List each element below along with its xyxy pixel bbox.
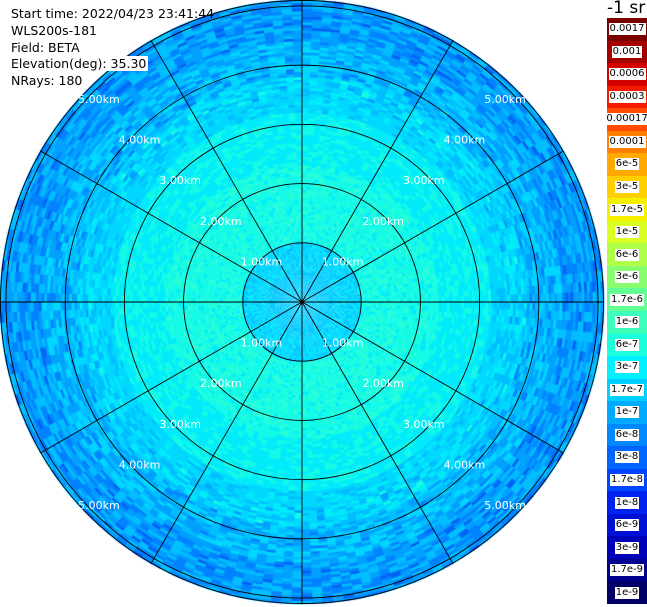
range-ring-label: 4.00km — [119, 458, 161, 471]
colorbar-step: 6e-6 — [607, 243, 647, 266]
range-ring-label: 3.00km — [159, 418, 201, 431]
range-ring-label: 3.00km — [403, 174, 445, 187]
colorbar-tick-label: 1e-6 — [614, 316, 640, 329]
colorbar-step: 1e-7 — [607, 401, 647, 424]
range-ring-label: 1.00km — [322, 337, 364, 350]
colorbar-tick-label: 0.001 — [611, 45, 643, 58]
colorbar-step: 0.00017 — [605, 108, 647, 131]
range-ring-label: 4.00km — [119, 134, 161, 147]
range-ring-label: 1.00km — [241, 255, 283, 268]
colorbar-step: 1.7e-7 — [607, 378, 647, 402]
colorbar-step: 6e-9 — [607, 513, 647, 537]
range-ring-label: 4.00km — [444, 134, 486, 147]
azimuth-spoke — [150, 301, 303, 564]
range-ring-label: 3.00km — [403, 418, 445, 431]
colorbar-tick-label: 3e-5 — [614, 181, 640, 194]
colorbar-step: 3e-8 — [607, 446, 647, 469]
start-time-text: Start time: 2022/04/23 23:41:44 — [11, 6, 215, 21]
instrument-text: WLS200s-181 — [11, 22, 97, 38]
range-ring-label: 1.00km — [241, 337, 283, 350]
colorbar-step: 6e-7 — [607, 333, 647, 357]
range-ring-overlay: 1.00km 1.00km 1.00km 1.00km 2.00km 2.00km 2.00… — [0, 0, 604, 604]
range-ring-label: 5.00km — [78, 499, 120, 512]
colorbar: 0.0017 0.001 0.0006 0.0003 0.00017 0.0001 6e-5… — [605, 18, 647, 604]
colorbar-tick-label: 1.7e-7 — [609, 383, 645, 396]
colorbar-tick-label: 0.0006 — [608, 68, 646, 81]
colorbar-tick-label: 1e-9 — [614, 586, 640, 599]
range-ring-label: 5.00km — [484, 499, 526, 512]
range-ring-label: 2.00km — [362, 377, 404, 390]
colorbar-step: 0.0017 — [607, 18, 647, 41]
colorbar-step: 3e-7 — [607, 356, 647, 379]
azimuth-spoke — [40, 301, 303, 454]
colorbar-tick-label: 6e-7 — [614, 338, 640, 351]
range-ring-label: 3.00km — [159, 174, 201, 187]
colorbar-step: 1e-8 — [607, 491, 647, 514]
colorbar-step: 1e-5 — [607, 220, 647, 244]
colorbar-tick-label: 6e-8 — [614, 428, 640, 441]
azimuth-spoke — [40, 150, 303, 303]
colorbar-step: 3e-9 — [607, 536, 647, 559]
azimuth-spoke — [301, 301, 564, 454]
range-ring-label: 2.00km — [200, 215, 242, 228]
range-ring-label: 2.00km — [362, 215, 404, 228]
range-ring-label: 4.00km — [444, 458, 486, 471]
scan-metadata: Start time: 2022/04/23 23:41:44 WLS200s-… — [11, 6, 214, 90]
range-ring-label: 2.00km — [200, 377, 242, 390]
colorbar-step: 1.7e-9 — [607, 558, 647, 582]
ppi-scan-image — [0, 0, 607, 607]
colorbar-step: 1.7e-8 — [607, 468, 647, 492]
colorbar-tick-label: 1e-5 — [614, 226, 640, 239]
colorbar-tick-label: 1.7e-6 — [609, 293, 645, 306]
colorbar-step: 0.001 — [607, 40, 647, 64]
colorbar-step: 0.0003 — [607, 85, 647, 109]
range-ring-label: 5.00km — [78, 93, 120, 106]
colorbar-step: 6e-8 — [607, 423, 647, 447]
colorbar-step: 1.7e-6 — [607, 288, 647, 311]
range-ring-label: 1.00km — [322, 255, 364, 268]
colorbar-unit-label: -1 sr — [607, 0, 646, 18]
colorbar-tick-label: 3e-9 — [614, 541, 640, 554]
colorbar-tick-label: 0.00017 — [605, 113, 647, 126]
colorbar-tick-label: 0.0003 — [608, 90, 646, 103]
colorbar-tick-label: 3e-8 — [614, 451, 640, 464]
colorbar-step: 6e-5 — [607, 153, 647, 176]
colorbar-tick-label: 0.0017 — [608, 23, 646, 36]
colorbar-tick-label: 0.0001 — [608, 135, 646, 148]
azimuth-spoke — [301, 40, 454, 303]
azimuth-spoke — [301, 150, 564, 303]
colorbar-step: 0.0001 — [607, 130, 647, 154]
colorbar-tick-label: 6e-5 — [614, 158, 640, 171]
nrays-text: NRays: 180 — [11, 73, 83, 89]
colorbar-tick-label: 6e-6 — [614, 248, 640, 261]
range-ring-label: 5.00km — [484, 93, 526, 106]
colorbar-tick-label: 1e-7 — [614, 406, 640, 419]
field-text: Field: BETA — [11, 39, 80, 55]
colorbar-tick-label: 6e-9 — [614, 519, 640, 532]
elevation-text: Elevation(deg): 35.30 — [11, 56, 149, 72]
colorbar-step: 1e-9 — [607, 581, 647, 604]
colorbar-step: 3e-6 — [607, 265, 647, 289]
colorbar-tick-label: 3e-7 — [614, 361, 640, 374]
colorbar-tick-label: 1.7e-8 — [609, 474, 645, 487]
colorbar-step: 0.0006 — [607, 63, 647, 86]
colorbar-tick-label: 1.7e-9 — [609, 564, 645, 577]
colorbar-step: 1e-6 — [607, 311, 647, 334]
colorbar-step: 3e-5 — [607, 175, 647, 199]
colorbar-tick-label: 1.7e-5 — [609, 203, 645, 216]
azimuth-spoke — [150, 40, 303, 303]
azimuth-spoke — [301, 301, 454, 564]
colorbar-step: 1.7e-5 — [607, 198, 647, 221]
colorbar-tick-label: 1e-8 — [614, 496, 640, 509]
colorbar-tick-label: 3e-6 — [614, 271, 640, 284]
